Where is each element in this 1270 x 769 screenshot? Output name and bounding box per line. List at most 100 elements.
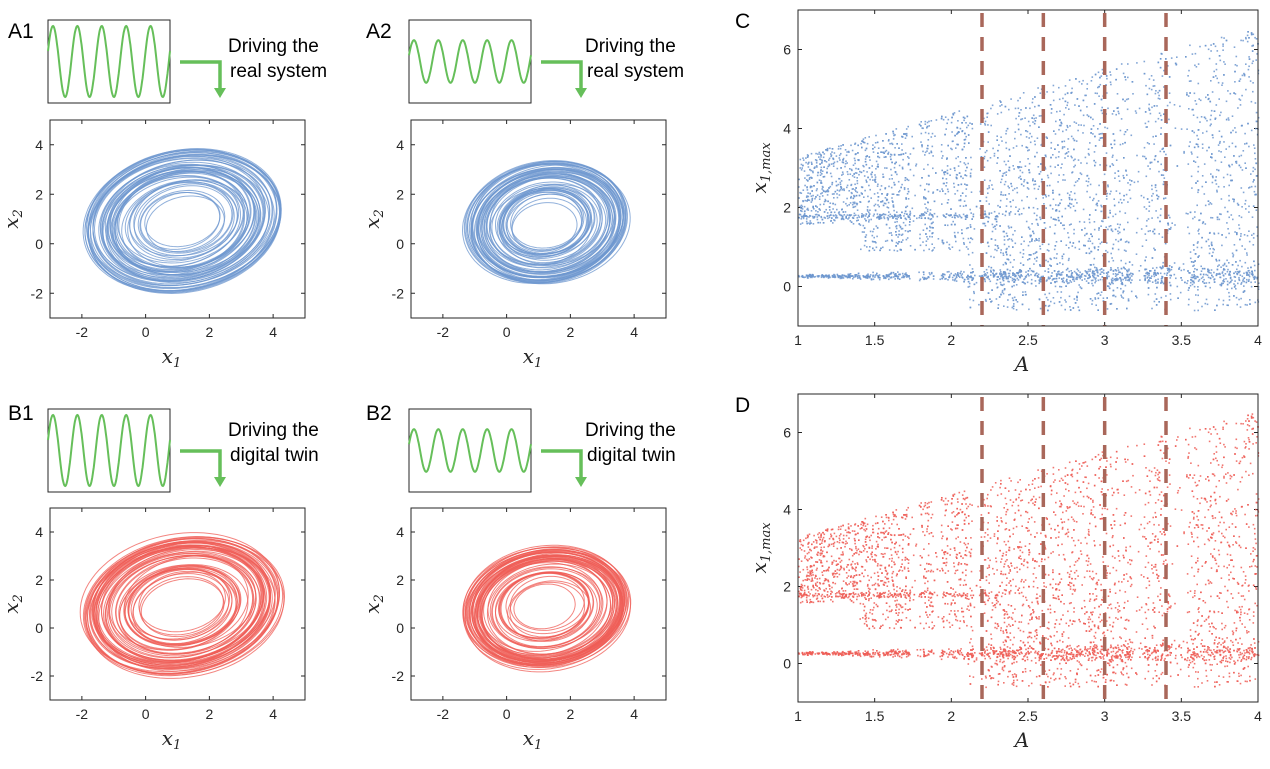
trajectory-loop <box>121 179 246 270</box>
scatter-point <box>882 151 884 154</box>
scatter-point <box>947 190 950 193</box>
scatter-point <box>951 148 953 151</box>
scatter-point <box>998 212 1000 215</box>
scatter-point <box>1205 96 1207 99</box>
scatter-point <box>1112 273 1115 275</box>
scatter-point <box>1219 276 1221 279</box>
scatter-point <box>961 122 963 124</box>
scatter-point <box>1221 271 1224 273</box>
scatter-point <box>970 212 972 214</box>
scatter-point <box>945 178 948 180</box>
scatter-point <box>1215 260 1218 262</box>
scatter-point <box>1202 273 1205 276</box>
scatter-point <box>1079 271 1081 274</box>
scatter-point <box>1145 126 1148 128</box>
scatter-point <box>925 212 928 214</box>
scatter-point <box>807 155 809 157</box>
scatter-point <box>1136 62 1138 64</box>
scatter-point <box>901 143 903 145</box>
scatter-point <box>1135 112 1138 114</box>
trajectory-loop <box>90 542 271 669</box>
scatter-point <box>1216 216 1219 219</box>
scatter-point <box>1002 172 1005 175</box>
scatter-point <box>1211 244 1213 247</box>
scatter-point <box>992 276 995 278</box>
scatter-point <box>1209 277 1212 280</box>
scatter-point <box>1147 120 1150 123</box>
scatter-point <box>1106 308 1109 310</box>
scatter-point <box>901 227 904 230</box>
scatter-point <box>875 134 877 137</box>
scatter-point <box>1220 111 1222 114</box>
scatter-point <box>958 275 960 277</box>
scatter-point <box>838 157 841 159</box>
scatter-point <box>1243 73 1246 76</box>
scatter-point <box>886 217 889 219</box>
scatter-point <box>812 217 815 219</box>
scatter-point <box>868 167 871 169</box>
scatter-point <box>1147 272 1149 274</box>
scatter-point <box>911 207 914 210</box>
scatter-point <box>1213 281 1216 283</box>
scatter-point <box>1067 138 1070 140</box>
scatter-point <box>822 156 825 159</box>
scatter-point <box>1188 80 1191 82</box>
scatter-point <box>884 167 886 169</box>
scatter-point <box>979 190 981 193</box>
scatter-point <box>947 144 949 147</box>
scatter-point <box>923 249 925 252</box>
scatter-point <box>1070 223 1072 225</box>
scatter-point <box>1153 143 1155 145</box>
scatter-point <box>1093 221 1096 223</box>
scatter-point <box>927 139 930 141</box>
scatter-point <box>824 200 827 202</box>
scatter-point <box>1197 170 1199 173</box>
scatter-point <box>921 144 923 146</box>
scatter-point <box>856 219 858 222</box>
scatter-point <box>1150 88 1153 91</box>
scatter-point <box>840 276 843 278</box>
b2-xlabel-sub: 1 <box>534 738 542 753</box>
scatter-point <box>888 275 891 278</box>
panel-label-a1: A1 <box>8 20 34 43</box>
b2-ytick-label-1: 0 <box>396 620 404 636</box>
scatter-point <box>1117 175 1120 177</box>
scatter-point <box>967 286 970 288</box>
scatter-point <box>1214 159 1217 162</box>
scatter-point <box>1114 177 1116 179</box>
scatter-point <box>1036 137 1039 139</box>
scatter-point <box>1196 134 1198 137</box>
scatter-point <box>805 220 808 223</box>
scatter-point <box>901 233 904 236</box>
scatter-point <box>1001 289 1004 292</box>
scatter-point <box>996 139 998 141</box>
scatter-point <box>872 215 875 217</box>
scatter-point <box>808 199 811 202</box>
scatter-point <box>847 273 849 276</box>
drive-label-b1-line2: digital twin <box>230 445 319 466</box>
scatter-point <box>985 252 988 254</box>
scatter-point <box>1063 140 1066 143</box>
scatter-point <box>815 205 817 207</box>
scatter-point <box>1209 286 1211 289</box>
scatter-point <box>1117 267 1119 269</box>
scatter-point <box>1245 167 1247 169</box>
scatter-point <box>1143 206 1146 208</box>
scatter-point <box>1189 257 1192 260</box>
scatter-point <box>1118 226 1120 229</box>
scatter-point <box>860 192 863 194</box>
scatter-point <box>1093 228 1096 231</box>
scatter-point <box>1076 299 1078 301</box>
scatter-point <box>1236 202 1239 205</box>
scatter-point <box>1001 276 1004 279</box>
scatter-point <box>1114 278 1117 280</box>
scatter-point <box>1013 284 1015 287</box>
scatter-point <box>926 210 929 213</box>
trajectory-loop <box>506 193 587 255</box>
scatter-point <box>1001 284 1004 287</box>
scatter-point <box>1008 148 1011 151</box>
scatter-point <box>1012 246 1014 248</box>
scatter-point <box>1009 276 1012 278</box>
scatter-point <box>1144 259 1146 262</box>
